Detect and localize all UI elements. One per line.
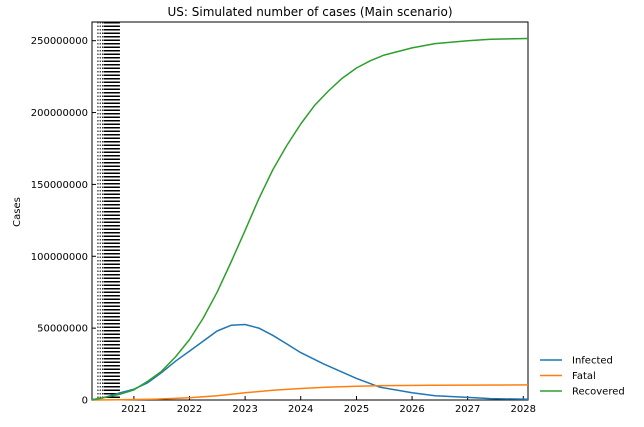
y-tick-label-5: 250000000 [31,36,88,47]
y-tick-label-3: 150000000 [31,180,88,191]
x-tick-label-2028: 2028 [511,404,536,415]
y-tick-label-1: 50000000 [37,324,88,335]
x-tick-label-2021: 2021 [121,404,146,415]
x-tick-label-2025: 2025 [344,404,369,415]
legend-label-recovered: Recovered [572,387,625,398]
y-tick-label-4: 200000000 [31,108,88,119]
y-tick-label-2: 100000000 [31,252,88,263]
y-axis-label: Cases [12,197,23,227]
legend-label-fatal: Fatal [572,371,596,382]
chart-title: US: Simulated number of cases (Main scen… [167,5,452,19]
series-line-fatal [91,384,529,401]
y-tick-label-0: 0 [82,396,88,407]
x-tick-label-2023: 2023 [232,404,257,415]
plot-area: 2021 2022 2023 2024 2025 2026 2027 2028 0 5000000… [31,21,536,415]
x-tick-label-2024: 2024 [288,404,313,415]
legend-label-infected: Infected [572,356,613,367]
series-line-recovered [91,37,529,401]
x-tick-label-2027: 2027 [455,404,480,415]
plot-frame [91,21,529,401]
x-tick-label-2022: 2022 [177,404,202,415]
legend: Infected Fatal Recovered [540,356,625,398]
x-tick-label-2026: 2026 [399,404,424,415]
